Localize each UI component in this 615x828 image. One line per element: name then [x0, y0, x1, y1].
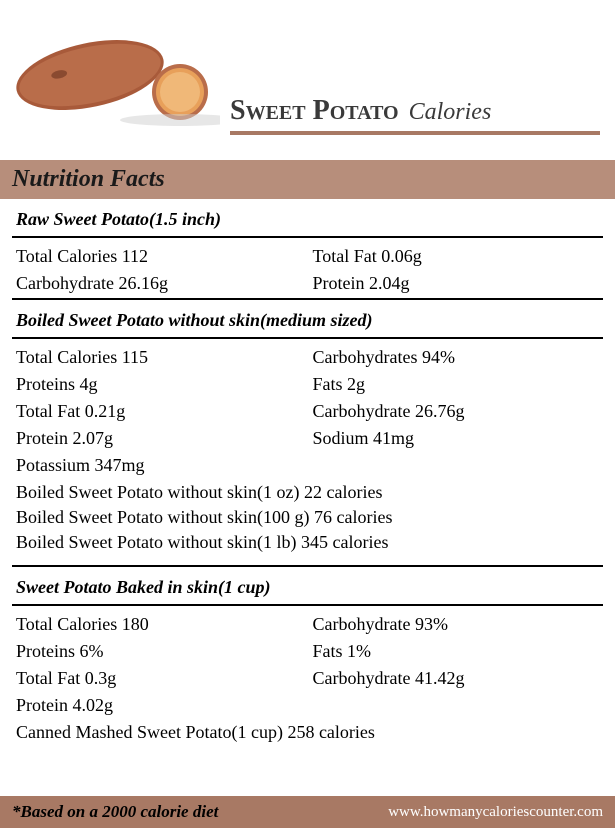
footer-url: www.howmanycaloriescounter.com	[388, 804, 603, 821]
nutrition-fact	[313, 695, 600, 716]
extra-lines: Canned Mashed Sweet Potato(1 cup) 258 ca…	[0, 720, 615, 755]
nutrition-fact: Total Fat 0.3g	[16, 668, 303, 689]
nutrition-fact: Sodium 41mg	[313, 428, 600, 449]
extra-line: Boiled Sweet Potato without skin(100 g) …	[16, 507, 599, 528]
facts-grid: Total Calories 180 Carbohydrate 93% Protei…	[0, 606, 615, 720]
nutrition-fact: Proteins 6%	[16, 641, 303, 662]
facts-grid: Total Calories 115 Carbohydrates 94% Prote…	[0, 339, 615, 480]
group-heading: Sweet Potato Baked in skin(1 cup)	[0, 567, 615, 604]
nutrition-fact	[313, 455, 600, 476]
nutrition-fact: Carbohydrate 26.16g	[16, 273, 303, 294]
nutrition-fact: Total Fat 0.21g	[16, 401, 303, 422]
nutrition-fact: Protein 2.07g	[16, 428, 303, 449]
nutrition-fact: Total Fat 0.06g	[313, 246, 600, 267]
section-heading: Nutrition Facts	[12, 166, 603, 193]
nutrition-fact: Fats 1%	[313, 641, 600, 662]
nutrition-fact: Protein 4.02g	[16, 695, 303, 716]
nutrition-fact: Fats 2g	[313, 374, 600, 395]
facts-grid: Total Calories 112 Total Fat 0.06g Carbohy…	[0, 238, 615, 298]
title-row: Sweet Potato Calories	[230, 95, 605, 135]
nutrition-fact: Total Calories 112	[16, 246, 303, 267]
nutrition-fact: Proteins 4g	[16, 374, 303, 395]
sweet-potato-image	[10, 20, 220, 130]
header: Sweet Potato Calories	[0, 0, 615, 150]
extra-line: Canned Mashed Sweet Potato(1 cup) 258 ca…	[16, 722, 599, 743]
nutrition-fact: Carbohydrates 94%	[313, 347, 600, 368]
page-title-main: Sweet Potato	[230, 95, 399, 126]
group-heading: Raw Sweet Potato(1.5 inch)	[0, 199, 615, 236]
nutrition-fact: Total Calories 180	[16, 614, 303, 635]
nutrition-fact: Total Calories 115	[16, 347, 303, 368]
group-heading: Boiled Sweet Potato without skin(medium …	[0, 300, 615, 337]
extra-line: Boiled Sweet Potato without skin(1 oz) 2…	[16, 482, 599, 503]
nutrition-fact: Carbohydrate 93%	[313, 614, 600, 635]
nutrition-fact: Protein 2.04g	[313, 273, 600, 294]
page-title-sub: Calories	[409, 99, 492, 125]
title-underline	[230, 131, 600, 135]
footer-note: *Based on a 2000 calorie diet	[12, 802, 218, 822]
section-banner: Nutrition Facts	[0, 160, 615, 199]
footer-bar: *Based on a 2000 calorie diet www.howman…	[0, 796, 615, 828]
nutrition-fact: Carbohydrate 41.42g	[313, 668, 600, 689]
extra-line: Boiled Sweet Potato without skin(1 lb) 3…	[16, 532, 599, 553]
nutrition-fact: Potassium 347mg	[16, 455, 303, 476]
nutrition-groups: Raw Sweet Potato(1.5 inch)Total Calories…	[0, 199, 615, 755]
extra-lines: Boiled Sweet Potato without skin(1 oz) 2…	[0, 480, 615, 565]
nutrition-fact: Carbohydrate 26.76g	[313, 401, 600, 422]
